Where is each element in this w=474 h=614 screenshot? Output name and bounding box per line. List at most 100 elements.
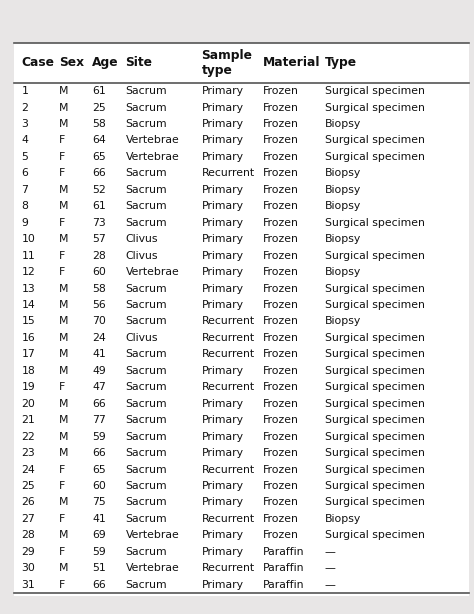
Text: Primary: Primary (201, 448, 244, 458)
Text: Vertebrae: Vertebrae (126, 563, 179, 573)
Text: F: F (59, 168, 65, 179)
Text: Primary: Primary (201, 497, 244, 508)
Text: Frozen: Frozen (263, 152, 299, 162)
Text: Surgical specimen: Surgical specimen (325, 300, 425, 310)
FancyBboxPatch shape (14, 43, 469, 596)
Text: M: M (59, 316, 69, 327)
Text: Frozen: Frozen (263, 349, 299, 359)
Text: Sacrum: Sacrum (126, 580, 167, 590)
Text: 2: 2 (21, 103, 28, 112)
Text: 29: 29 (21, 547, 35, 557)
Text: Biopsy: Biopsy (325, 168, 361, 179)
Text: F: F (59, 218, 65, 228)
Text: Surgical specimen: Surgical specimen (325, 530, 425, 540)
Text: Primary: Primary (201, 415, 244, 426)
Text: M: M (59, 563, 69, 573)
Text: Site: Site (126, 56, 153, 69)
Text: M: M (59, 333, 69, 343)
Text: Primary: Primary (201, 284, 244, 293)
Text: 16: 16 (21, 333, 35, 343)
Text: Frozen: Frozen (263, 333, 299, 343)
Text: M: M (59, 300, 69, 310)
Text: Sacrum: Sacrum (126, 432, 167, 441)
Text: F: F (59, 465, 65, 475)
Text: Age: Age (92, 56, 119, 69)
Text: F: F (59, 514, 65, 524)
Text: Sacrum: Sacrum (126, 316, 167, 327)
Text: M: M (59, 432, 69, 441)
Text: 52: 52 (92, 185, 106, 195)
Text: Frozen: Frozen (263, 432, 299, 441)
Text: Sacrum: Sacrum (126, 300, 167, 310)
Text: Recurrent: Recurrent (201, 563, 255, 573)
Text: Recurrent: Recurrent (201, 168, 255, 179)
Text: Primary: Primary (201, 201, 244, 211)
Text: Frozen: Frozen (263, 103, 299, 112)
Text: Primary: Primary (201, 547, 244, 557)
Text: Frozen: Frozen (263, 481, 299, 491)
Text: Frozen: Frozen (263, 415, 299, 426)
Text: M: M (59, 86, 69, 96)
Text: 26: 26 (21, 497, 35, 508)
Text: Frozen: Frozen (263, 497, 299, 508)
Text: Sacrum: Sacrum (126, 514, 167, 524)
Text: Material: Material (263, 56, 320, 69)
Text: M: M (59, 415, 69, 426)
Text: Surgical specimen: Surgical specimen (325, 152, 425, 162)
Text: Surgical specimen: Surgical specimen (325, 136, 425, 146)
Text: Paraffin: Paraffin (263, 547, 305, 557)
Text: 58: 58 (92, 119, 106, 129)
Text: Primary: Primary (201, 481, 244, 491)
Text: 59: 59 (92, 432, 106, 441)
Text: 31: 31 (21, 580, 35, 590)
Text: 7: 7 (21, 185, 28, 195)
Text: 10: 10 (21, 234, 35, 244)
Text: 65: 65 (92, 465, 106, 475)
Text: M: M (59, 497, 69, 508)
Text: Surgical specimen: Surgical specimen (325, 383, 425, 392)
Text: Sacrum: Sacrum (126, 201, 167, 211)
Text: Biopsy: Biopsy (325, 201, 361, 211)
Text: Surgical specimen: Surgical specimen (325, 432, 425, 441)
Text: Surgical specimen: Surgical specimen (325, 333, 425, 343)
Text: Surgical specimen: Surgical specimen (325, 415, 425, 426)
Text: Recurrent: Recurrent (201, 514, 255, 524)
Text: Biopsy: Biopsy (325, 234, 361, 244)
Text: Recurrent: Recurrent (201, 333, 255, 343)
Text: 17: 17 (21, 349, 35, 359)
Text: Sacrum: Sacrum (126, 103, 167, 112)
Text: F: F (59, 136, 65, 146)
Text: Primary: Primary (201, 218, 244, 228)
Text: 66: 66 (92, 448, 106, 458)
Text: 41: 41 (92, 349, 106, 359)
Text: Surgical specimen: Surgical specimen (325, 103, 425, 112)
Text: 70: 70 (92, 316, 106, 327)
Text: Frozen: Frozen (263, 168, 299, 179)
Text: 66: 66 (92, 398, 106, 409)
Text: Frozen: Frozen (263, 267, 299, 277)
Text: Surgical specimen: Surgical specimen (325, 497, 425, 508)
Text: Clivus: Clivus (126, 251, 158, 261)
Text: 77: 77 (92, 415, 106, 426)
Text: Frozen: Frozen (263, 514, 299, 524)
Text: F: F (59, 383, 65, 392)
Text: Biopsy: Biopsy (325, 316, 361, 327)
Text: 9: 9 (21, 218, 28, 228)
Text: Sacrum: Sacrum (126, 168, 167, 179)
Text: Case: Case (21, 56, 55, 69)
Text: Biopsy: Biopsy (325, 119, 361, 129)
Text: Sacrum: Sacrum (126, 86, 167, 96)
Text: F: F (59, 580, 65, 590)
Text: Primary: Primary (201, 185, 244, 195)
Text: 22: 22 (21, 432, 35, 441)
Text: Surgical specimen: Surgical specimen (325, 218, 425, 228)
Text: 18: 18 (21, 366, 35, 376)
Text: 21: 21 (21, 415, 35, 426)
Text: F: F (59, 152, 65, 162)
Text: Primary: Primary (201, 152, 244, 162)
Text: Frozen: Frozen (263, 383, 299, 392)
Text: Frozen: Frozen (263, 86, 299, 96)
Text: 1: 1 (21, 86, 28, 96)
Text: 61: 61 (92, 86, 106, 96)
Text: 19: 19 (21, 383, 35, 392)
